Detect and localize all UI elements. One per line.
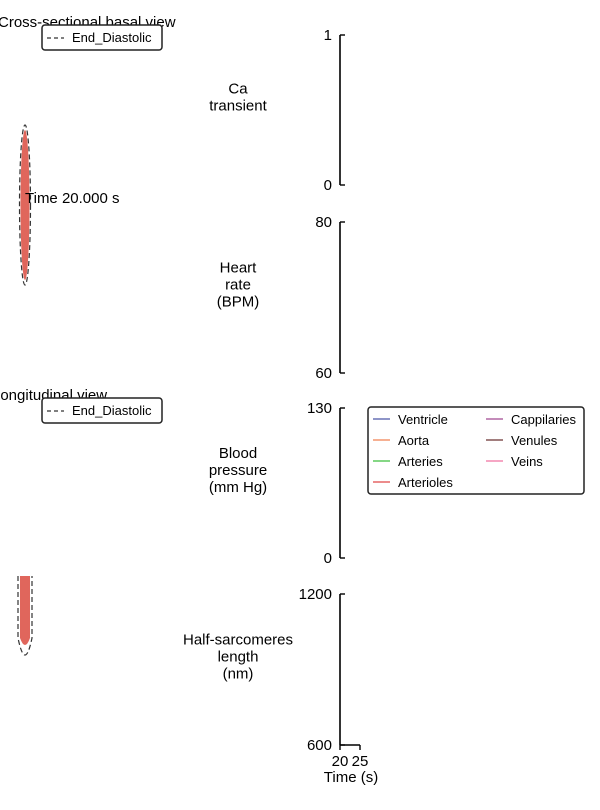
x-axis-label: Time (s) <box>324 769 378 786</box>
cross-sectional-view: Cross-sectional basal view Time 20.000 s… <box>0 14 176 286</box>
legend-label: Cappilaries <box>511 412 577 427</box>
y-axis-label: length <box>218 649 259 666</box>
y-axis-label: Ca <box>228 81 248 98</box>
y-axis-label: (BPM) <box>217 294 260 311</box>
legend-label: Veins <box>511 454 543 469</box>
y-axis-label: (nm) <box>223 666 254 683</box>
legend-cross-sectional: End_Diastolic <box>41 24 163 51</box>
legend-label: Arterioles <box>398 475 453 490</box>
x-tick-label: 25 <box>352 753 369 770</box>
longitudinal-myocardium <box>20 576 30 645</box>
legend-label: Venules <box>511 433 558 448</box>
cross-sectional-myocardium <box>20 130 30 280</box>
y-tick-label: 1 <box>324 27 332 44</box>
x-tick-label: 20 <box>332 753 349 770</box>
legend-label-end-diastolic: End_Diastolic <box>72 403 152 418</box>
legend-label-end-diastolic: End_Diastolic <box>72 30 152 45</box>
y-tick-label: 1200 <box>299 586 332 603</box>
legend-label: Ventricle <box>398 412 448 427</box>
y-tick-label: 60 <box>315 365 332 382</box>
legend-label: Aorta <box>398 433 430 448</box>
y-axis-label: Blood <box>219 445 257 462</box>
y-tick-label: 130 <box>307 400 332 417</box>
cross-sectional-end-diastolic-outline <box>18 124 32 286</box>
y-tick-label: 0 <box>324 550 332 567</box>
y-axis-label: Half-sarcomeres <box>183 632 293 649</box>
y-axis-label: pressure <box>209 462 267 479</box>
longitudinal-end-diastolic-outline <box>17 576 33 656</box>
longitudinal-view: Longitudinal view End_Diastolic <box>0 387 163 656</box>
blood-pressure-legend: Ventricle Aorta Arteries Arterioles Cappilar… <box>367 406 585 495</box>
time-label: Time 20.000 s <box>25 190 120 207</box>
y-axis-label: (mm Hg) <box>209 479 267 496</box>
y-tick-label: 600 <box>307 737 332 754</box>
y-axis-label: transient <box>209 98 267 115</box>
y-axis-label: Heart <box>220 260 258 277</box>
y-tick-label: 80 <box>315 214 332 231</box>
y-tick-label: 0 <box>324 177 332 194</box>
y-axis-label: rate <box>225 277 251 294</box>
legend-longitudinal: End_Diastolic <box>41 397 163 424</box>
legend-label: Arteries <box>398 454 443 469</box>
